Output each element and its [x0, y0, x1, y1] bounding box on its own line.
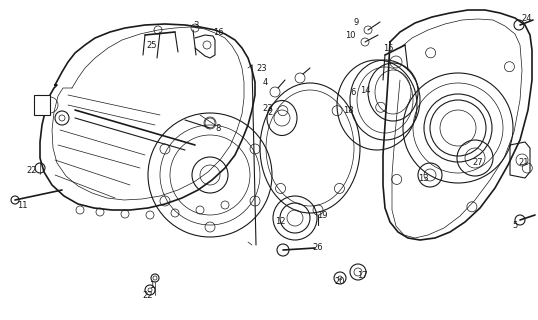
Text: 18: 18	[343, 106, 353, 115]
Text: 9: 9	[353, 18, 359, 27]
Text: 22: 22	[27, 165, 37, 174]
Text: 26: 26	[313, 244, 323, 252]
Text: 3: 3	[193, 20, 199, 29]
Text: 4: 4	[263, 77, 267, 86]
Text: 7: 7	[45, 95, 51, 105]
Text: 21: 21	[519, 157, 529, 166]
Text: 19: 19	[317, 211, 327, 220]
Text: 24: 24	[522, 13, 532, 22]
Bar	[34, 95, 50, 115]
Text: 5: 5	[512, 220, 518, 229]
Text: 20: 20	[335, 277, 345, 286]
Text: 10: 10	[345, 30, 355, 39]
Text: 25: 25	[147, 41, 157, 50]
Text: 17: 17	[357, 270, 367, 279]
Text: 15: 15	[383, 44, 393, 52]
Text: 6: 6	[350, 87, 356, 97]
Text: 27: 27	[473, 157, 483, 166]
Text: 1: 1	[150, 281, 154, 290]
Text: 11: 11	[17, 201, 27, 210]
Text: 23: 23	[257, 63, 267, 73]
Text: 22: 22	[143, 291, 153, 300]
Text: 13: 13	[417, 173, 428, 182]
Text: 14: 14	[360, 85, 370, 94]
Text: 8: 8	[215, 124, 221, 132]
Text: 12: 12	[275, 218, 285, 227]
Text: 23: 23	[263, 103, 273, 113]
Text: 2: 2	[267, 108, 273, 116]
Text: 16: 16	[213, 28, 223, 36]
